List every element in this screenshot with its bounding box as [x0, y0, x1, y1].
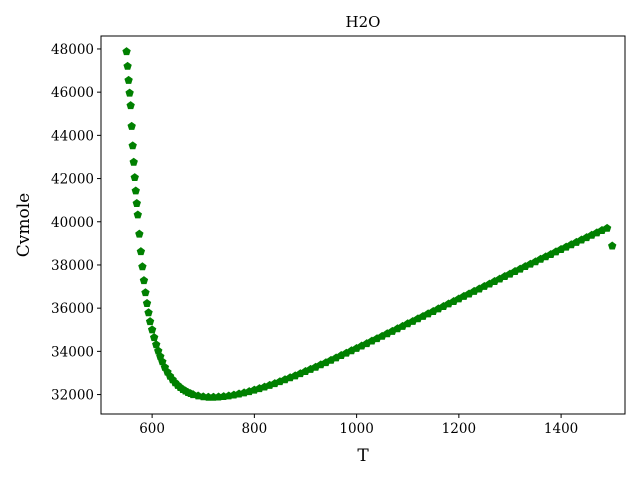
data-point: [138, 262, 147, 271]
y-axis-ticks: 32000 34000 36000 38000 40000 42000 44000 46000…: [51, 42, 101, 404]
y-tick-label: 40000: [51, 215, 94, 231]
data-point: [152, 340, 161, 349]
data-point: [144, 308, 153, 317]
chart-title: H2O: [346, 13, 381, 31]
data-point: [128, 141, 137, 150]
data-markers: [122, 47, 617, 401]
y-tick-label: 48000: [51, 42, 94, 58]
data-point: [602, 223, 612, 232]
data-point: [132, 199, 141, 207]
data-point: [131, 186, 140, 195]
data-point: [147, 325, 157, 334]
data-point: [142, 299, 152, 307]
data-point: [127, 121, 136, 130]
x-tick-label: 600: [139, 421, 165, 437]
data-point: [139, 276, 149, 285]
data-point: [130, 173, 139, 182]
data-point: [123, 61, 132, 70]
data-point: [608, 241, 617, 250]
data-point: [145, 317, 155, 326]
data-point: [136, 247, 146, 256]
x-axis-ticks: 600 800 1000 1200 1400: [139, 414, 578, 437]
y-tick-label: 36000: [51, 301, 94, 317]
data-point: [126, 101, 135, 110]
data-point: [129, 157, 138, 166]
data-point: [133, 210, 142, 219]
x-tick-label: 1200: [442, 421, 476, 437]
data-point: [122, 47, 131, 56]
y-tick-label: 34000: [51, 344, 94, 360]
y-tick-label: 44000: [51, 128, 94, 144]
plot-frame: [100, 35, 626, 415]
y-tick-label: 42000: [51, 172, 94, 188]
data-point: [125, 88, 134, 97]
data-point: [141, 288, 150, 297]
y-tick-label: 38000: [51, 258, 94, 274]
x-tick-label: 1400: [544, 421, 578, 437]
x-tick-label: 800: [241, 421, 267, 437]
y-tick-label: 32000: [51, 388, 94, 404]
data-point: [135, 229, 144, 238]
x-axis-label: T: [357, 446, 369, 466]
data-point: [149, 333, 159, 342]
y-tick-label: 46000: [51, 85, 94, 101]
y-axis-label: Cvmole: [14, 193, 34, 257]
x-tick-label: 1000: [339, 421, 373, 437]
data-point: [124, 75, 133, 84]
